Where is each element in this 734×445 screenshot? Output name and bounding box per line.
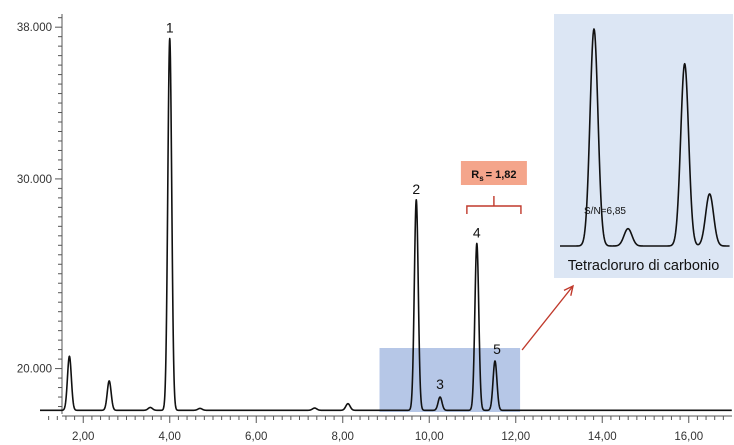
y-tick-label: 30.000: [17, 174, 52, 186]
x-tick-label: 12,00: [501, 431, 530, 443]
peak-label: 4: [473, 224, 481, 240]
x-tick-label: 6,00: [245, 431, 267, 443]
zoom-arrow-head: [563, 284, 575, 296]
resolution-label: Rs = 1,82: [471, 169, 516, 183]
x-tick-label: 16,00: [674, 431, 703, 443]
x-tick-label: 4,00: [159, 431, 181, 443]
sn-annotation: S/N=6,85: [584, 206, 626, 217]
peak-label: 5: [493, 341, 501, 357]
inset-panel: S/N=6,85 Tetracloruro di carbonio: [554, 14, 733, 278]
x-tick-label: 14,00: [588, 431, 617, 443]
inset-background: [554, 14, 733, 278]
inset-title: Tetracloruro di carbonio: [568, 258, 720, 274]
peak-label: 1: [166, 20, 174, 36]
main-plot: 20.000 30.000 38.000 2,00 4,00 6,00 8,00 10,00 1…: [17, 14, 733, 443]
resolution-bracket: [466, 196, 522, 214]
zoom-arrow: [521, 285, 574, 351]
chromatogram-trace: [39, 37, 733, 412]
y-tick-label: 38.000: [17, 22, 52, 34]
x-tick-label: 10,00: [415, 431, 444, 443]
inset-trace: [559, 28, 730, 247]
x-tick-label: 8,00: [332, 431, 354, 443]
resolution-badge: [460, 161, 527, 185]
peak-label: 2: [412, 181, 420, 197]
x-tick-label: 2,00: [72, 431, 94, 443]
peak-label: 3: [436, 376, 444, 392]
y-tick-label: 20.000: [17, 364, 52, 376]
